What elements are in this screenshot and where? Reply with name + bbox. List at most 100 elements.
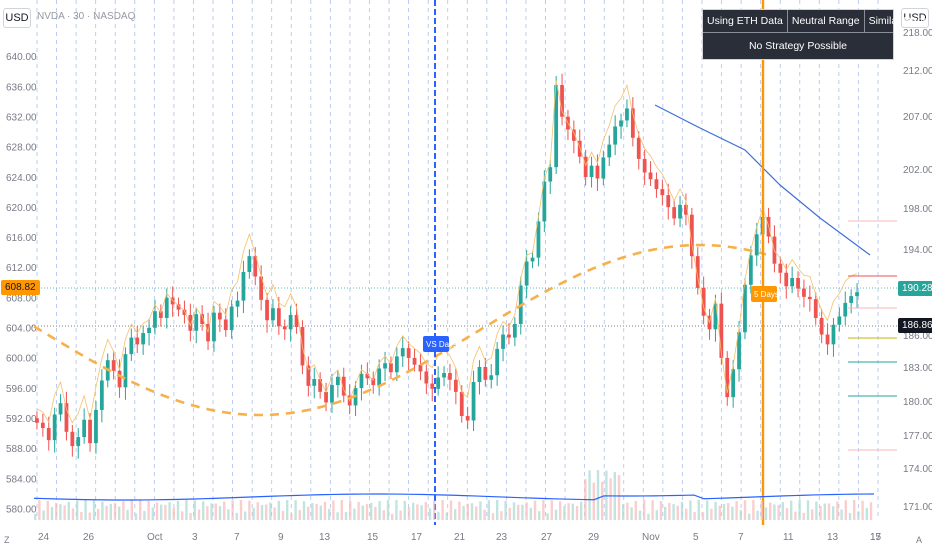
volume-bar bbox=[416, 504, 419, 520]
candle-body bbox=[507, 334, 511, 338]
volume-bar bbox=[302, 501, 306, 520]
volume-bar bbox=[412, 502, 415, 520]
volume-bar bbox=[76, 500, 79, 520]
candle-body bbox=[188, 314, 193, 331]
currency-left-button[interactable]: USD bbox=[3, 8, 31, 28]
left-axis-tick-label: 588.00 bbox=[6, 444, 37, 455]
left-axis-tick-label: 608.00 bbox=[6, 293, 37, 304]
candle-body bbox=[117, 370, 122, 388]
volume-bar bbox=[580, 501, 583, 520]
volume-bar bbox=[277, 500, 280, 520]
candle-body bbox=[229, 306, 234, 331]
left-axis-tick-label: 584.00 bbox=[6, 474, 37, 485]
candle-body bbox=[843, 302, 848, 317]
candle-body bbox=[731, 369, 736, 398]
x-axis-tick-label: Oct bbox=[147, 532, 163, 543]
candle-body bbox=[76, 437, 81, 447]
volume-bar bbox=[160, 504, 163, 520]
volume-bar bbox=[336, 512, 339, 520]
volume-bar bbox=[164, 504, 167, 520]
volume-bar bbox=[134, 513, 138, 520]
right-axis-tick-label: 207.00 bbox=[903, 112, 932, 123]
bottom-right-icon[interactable]: A bbox=[916, 535, 923, 545]
candle-body bbox=[577, 140, 582, 157]
currency-right-button[interactable]: USD bbox=[901, 8, 929, 28]
candle-body bbox=[235, 300, 240, 307]
volume-bar bbox=[718, 505, 721, 520]
volume-bar bbox=[760, 500, 763, 520]
left-axis-tick-label: 596.00 bbox=[6, 384, 37, 395]
marker-label-bg bbox=[751, 286, 777, 302]
volume-bar bbox=[748, 513, 751, 520]
candle-body bbox=[271, 308, 275, 321]
volume-bar bbox=[147, 500, 150, 520]
candle-body bbox=[536, 221, 541, 258]
volume-bar bbox=[622, 504, 625, 520]
candle-body bbox=[294, 314, 299, 328]
volume-bar bbox=[311, 503, 314, 520]
candle-body bbox=[837, 316, 842, 325]
x-axis-tick-label: 27 bbox=[541, 532, 553, 543]
candle-body bbox=[483, 366, 488, 380]
marker-label: 5 Days bbox=[754, 290, 779, 299]
volume-bar bbox=[634, 500, 637, 520]
volume-bar bbox=[638, 510, 642, 520]
candle-body bbox=[412, 357, 417, 365]
candle-body bbox=[276, 308, 281, 327]
volume-bar bbox=[777, 505, 780, 520]
candle-body bbox=[82, 419, 87, 438]
volume-bar bbox=[386, 500, 390, 520]
right-axis-tick-label: 202.00 bbox=[903, 165, 932, 176]
volume-bar bbox=[815, 501, 818, 520]
volume-bar bbox=[773, 504, 776, 520]
left-axis-tick-label: 592.00 bbox=[6, 414, 37, 425]
candle-body bbox=[630, 108, 635, 138]
volume-bar bbox=[445, 512, 448, 520]
candle-body bbox=[625, 108, 629, 121]
volume-bar bbox=[802, 512, 805, 520]
volume-bar bbox=[130, 500, 133, 520]
x-axis-tick-label: 9 bbox=[278, 532, 284, 543]
volume-bar bbox=[139, 500, 142, 520]
volume-bar bbox=[378, 501, 381, 520]
volume-bar bbox=[307, 506, 310, 520]
volume-bar bbox=[491, 513, 495, 520]
left-axis-tick-label: 636.00 bbox=[6, 82, 37, 93]
left-axis-tick-label: 624.00 bbox=[6, 173, 37, 184]
candle-body bbox=[288, 314, 293, 330]
candle-body bbox=[389, 363, 393, 373]
volume-bar bbox=[500, 511, 503, 520]
volume-bar bbox=[697, 500, 700, 520]
right-axis-tick-label: 194.00 bbox=[903, 245, 932, 256]
volume-bar bbox=[403, 500, 406, 520]
volume-bar bbox=[349, 500, 352, 520]
x-axis-tick-label: 29 bbox=[588, 532, 600, 543]
volume-bar bbox=[206, 506, 209, 520]
candle-body bbox=[589, 165, 594, 177]
volume-bar bbox=[315, 503, 318, 520]
volume-bar bbox=[399, 510, 402, 520]
x-axis-tick-label: 13 bbox=[319, 532, 331, 543]
candle-body bbox=[501, 334, 505, 349]
volume-bar bbox=[269, 502, 272, 520]
volume-bar bbox=[844, 500, 847, 520]
candle-body bbox=[94, 409, 98, 444]
candle-body bbox=[135, 337, 140, 345]
bottom-left-icon[interactable]: Z bbox=[4, 535, 10, 545]
volume-bar bbox=[84, 500, 87, 520]
x-axis-tick-label: Nov bbox=[642, 532, 660, 543]
volume-bar bbox=[588, 470, 591, 520]
candle-body bbox=[341, 376, 346, 396]
candle-body bbox=[424, 371, 429, 384]
x-axis-tick-label: 24 bbox=[38, 532, 50, 543]
candle-body bbox=[819, 317, 824, 335]
volume-bar bbox=[521, 504, 524, 520]
candle-body bbox=[377, 368, 382, 386]
volume-bar bbox=[101, 501, 104, 520]
volume-bar bbox=[260, 505, 264, 520]
right-current-price-tag: 190.28 bbox=[898, 281, 932, 296]
right-axis-tick-label: 198.00 bbox=[903, 204, 932, 215]
candle-body bbox=[46, 428, 51, 441]
volume-bar bbox=[46, 501, 49, 520]
